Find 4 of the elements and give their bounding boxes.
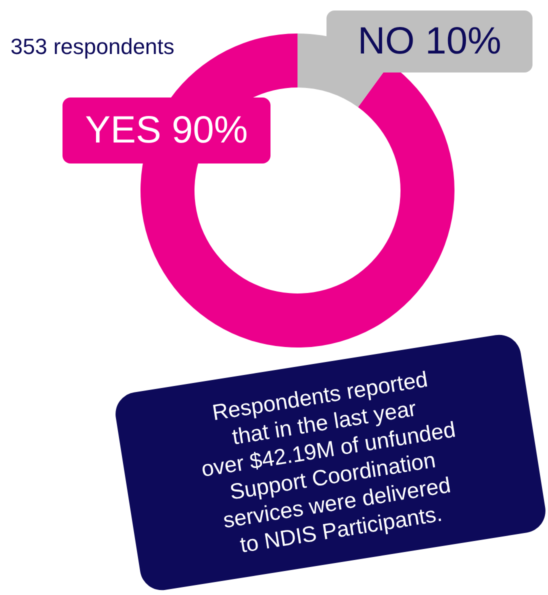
slice-label: NO 10% (358, 20, 502, 62)
slice-label: YES 90% (85, 110, 248, 152)
text: Respondents reported that in the last year over $42.19M of unfunded Support Coordination services were delivered to NDIS Participants. (200, 366, 458, 558)
text: 353 respondents (10, 34, 174, 59)
